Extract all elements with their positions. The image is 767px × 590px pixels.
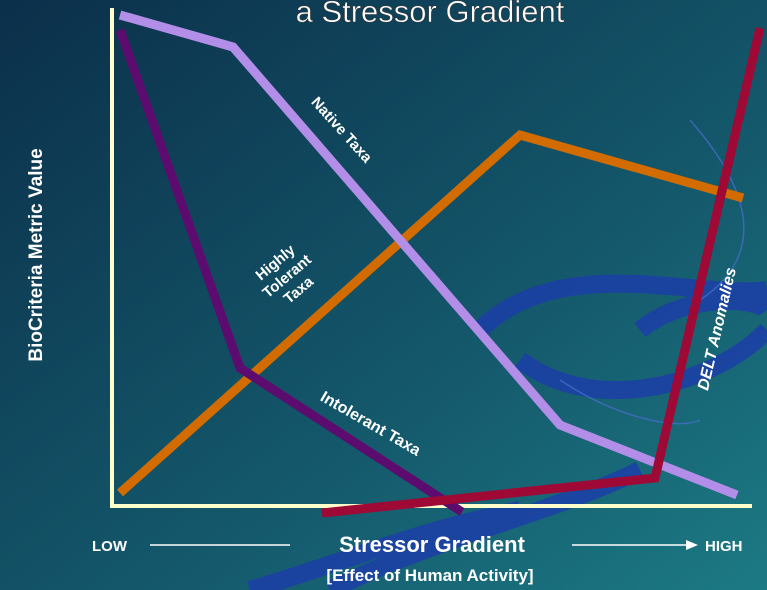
title: a Stressor Gradient <box>296 0 565 29</box>
ribbon-lines <box>559 119 745 425</box>
y-axis-label: BioCriteria Metric Value <box>26 148 47 361</box>
intolerant-curve <box>115 28 465 516</box>
native-curve <box>118 10 739 500</box>
curves <box>115 10 765 518</box>
x-axis-subtitle: [Effect of Human Activity] <box>326 566 533 585</box>
arrow-head <box>686 540 698 550</box>
delt-curve <box>321 26 765 518</box>
x-high-label: HIGH <box>705 538 743 555</box>
x-axis-label: Stressor Gradient <box>339 532 526 557</box>
x-low-label: LOW <box>92 538 128 555</box>
